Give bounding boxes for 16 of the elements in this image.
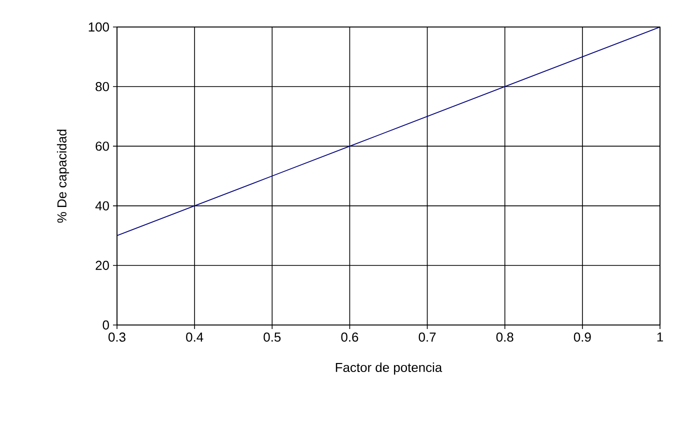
- y-tick-label: 60: [96, 142, 109, 151]
- x-tick-label: 1: [657, 332, 663, 342]
- x-axis-title: Factor de potencia: [336, 362, 442, 375]
- x-tick-label: 0.5: [264, 332, 281, 342]
- y-tick-label: 40: [95, 201, 109, 210]
- x-tick-label: 0.9: [574, 332, 591, 342]
- y-tick-label: 0: [102, 320, 109, 330]
- x-tick-label: 0.8: [496, 332, 514, 342]
- y-tick-label: 80: [96, 82, 109, 92]
- x-tick-label: 0.7: [418, 332, 436, 342]
- x-tick-label: 0.3: [108, 332, 126, 342]
- y-tick-label: 20: [96, 260, 109, 270]
- y-tick-label: 100: [88, 22, 109, 32]
- x-tick-label: 0.6: [341, 332, 358, 342]
- x-tick-label: 0.4: [186, 332, 204, 342]
- y-axis-title: % De capacidad: [56, 130, 70, 223]
